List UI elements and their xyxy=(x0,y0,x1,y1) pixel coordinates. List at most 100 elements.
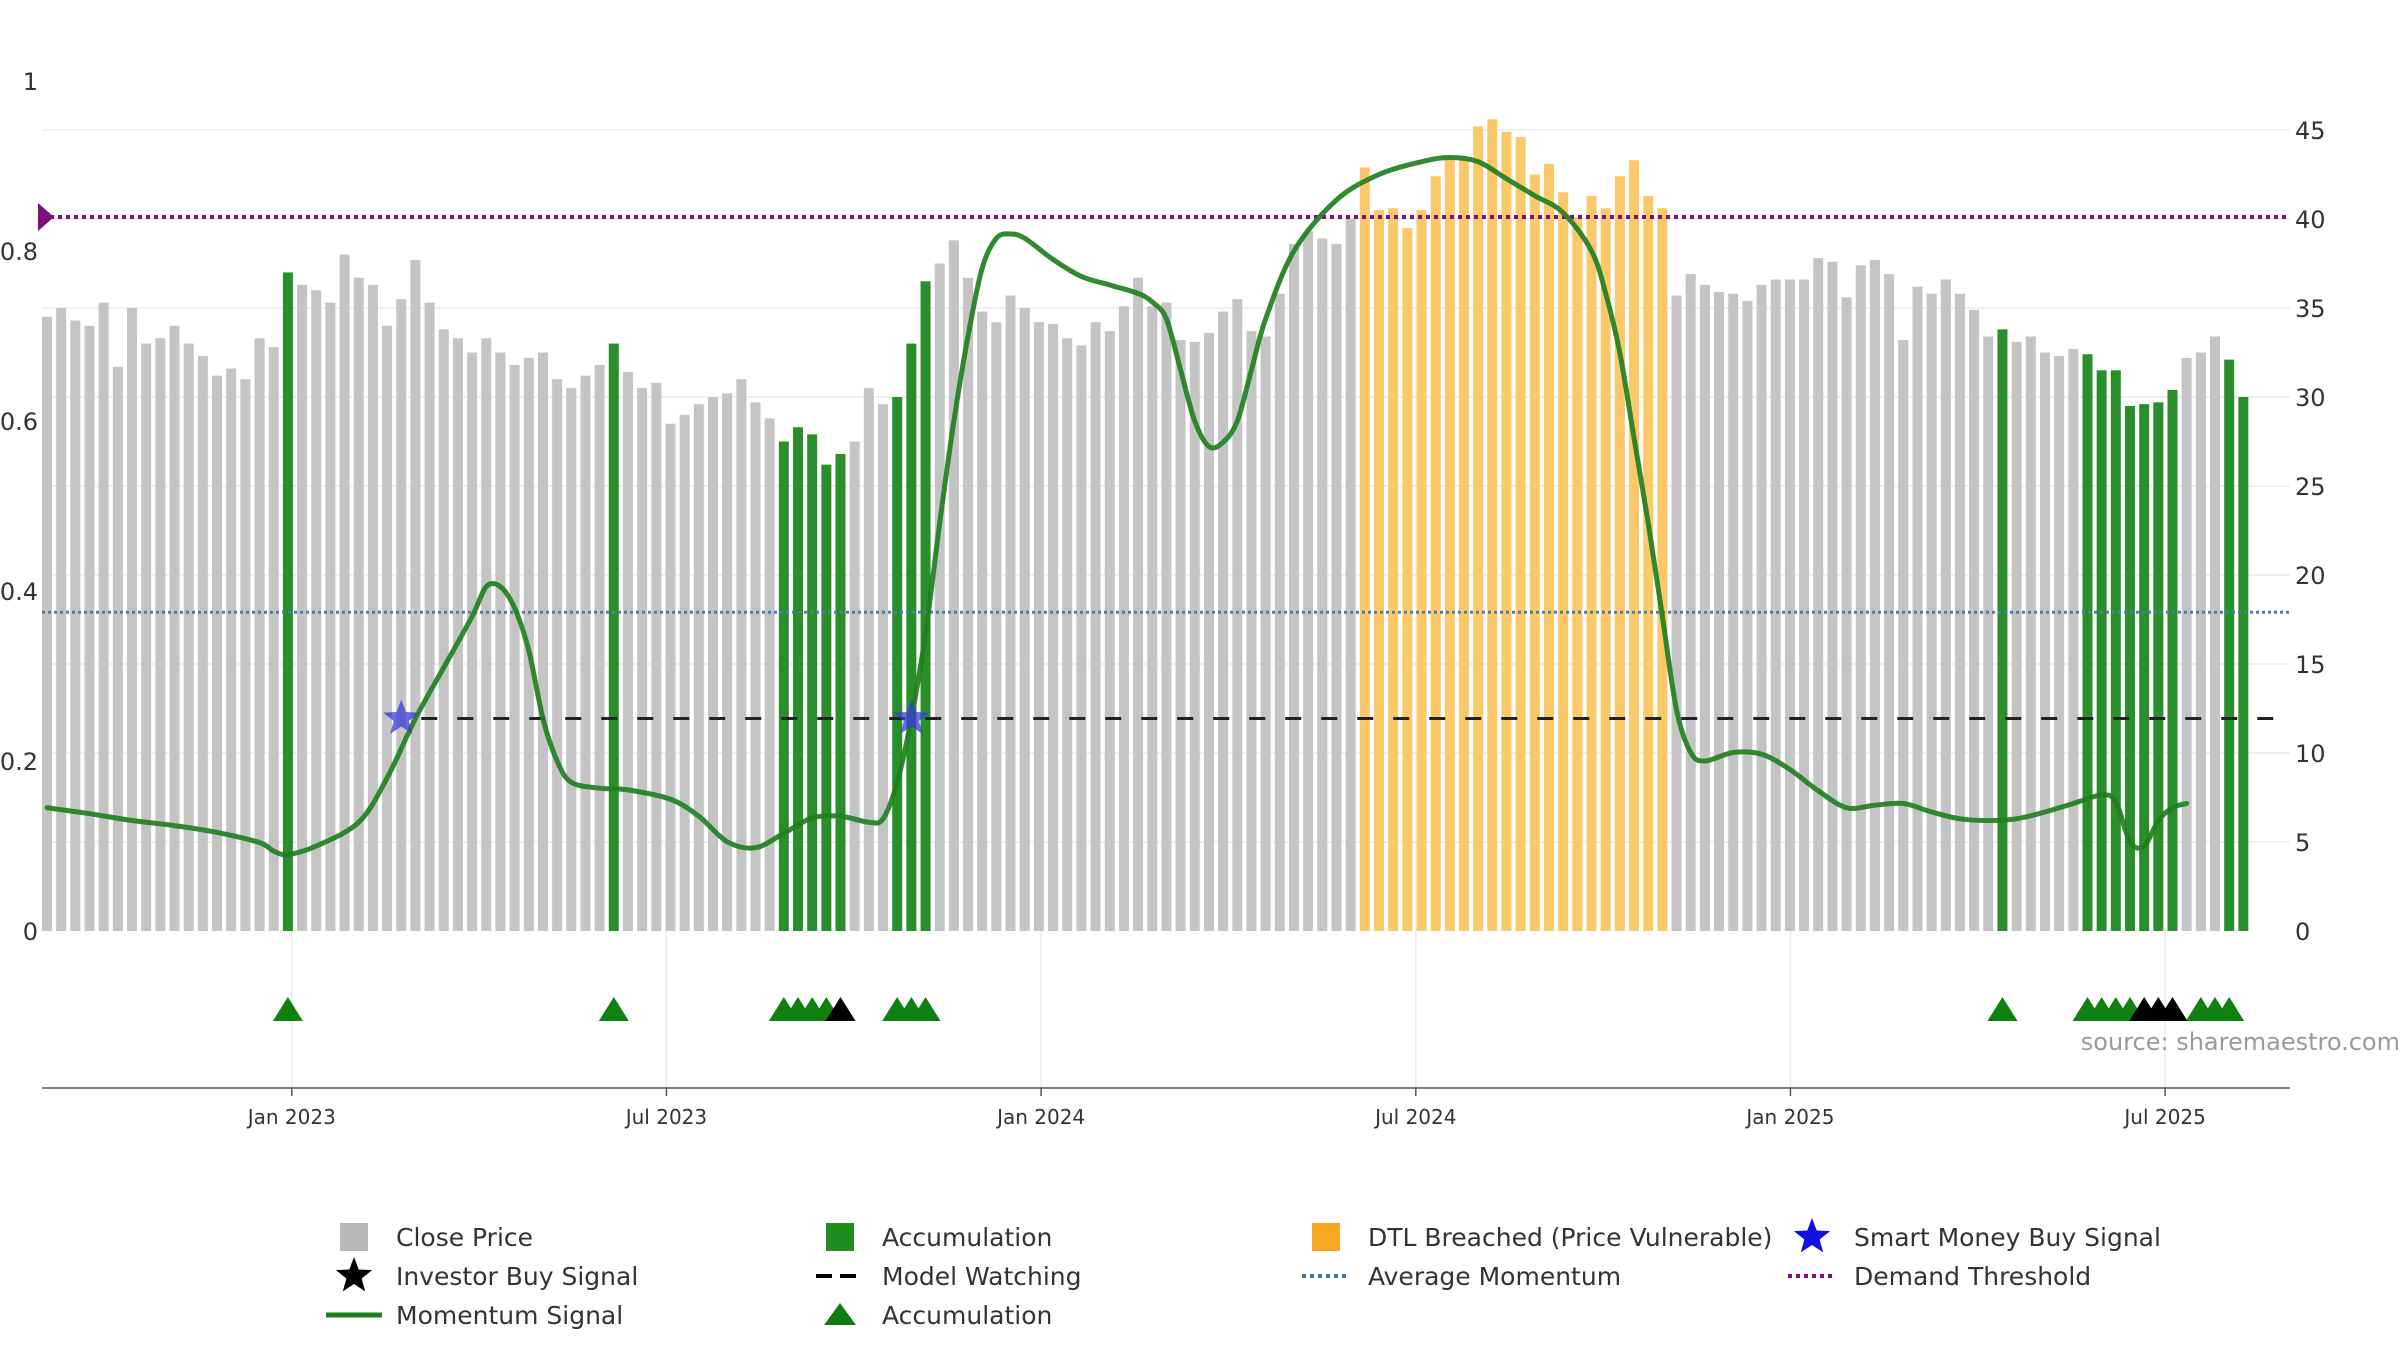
accumulation-bar xyxy=(2167,389,2178,931)
close-price-bar xyxy=(2195,352,2206,931)
left-tick-label: 0.4 xyxy=(0,578,38,606)
accumulation-bar xyxy=(906,343,917,932)
close-price-bar xyxy=(1246,331,1257,931)
close-price-bar xyxy=(183,343,194,932)
dtl-breached-bar xyxy=(1586,195,1597,932)
legend-item: DTL Breached (Price Vulnerable) xyxy=(1312,1223,1772,1252)
dtl-breached-bar xyxy=(1373,210,1384,932)
close-price-bar xyxy=(1869,259,1880,931)
close-price-bar xyxy=(1714,291,1725,932)
close-price-bar xyxy=(1303,231,1314,931)
close-price-bar xyxy=(1912,286,1923,931)
demand-threshold-marker xyxy=(38,203,54,231)
close-price-bar xyxy=(84,325,95,931)
close-price-bar xyxy=(481,338,492,931)
legend-item: Model Watching xyxy=(816,1262,1082,1291)
close-price-bar xyxy=(112,366,123,931)
close-price-bar xyxy=(750,402,761,932)
accumulation-bar xyxy=(793,427,804,931)
right-tick-label: 5 xyxy=(2295,829,2310,857)
left-tick-label: 0.6 xyxy=(0,408,38,436)
dtl-breached-bar xyxy=(1614,176,1625,931)
close-price-bar xyxy=(651,382,662,931)
dtl-breached-bar xyxy=(1388,208,1399,931)
dtl-breached-bar xyxy=(1558,192,1569,932)
close-price-bar xyxy=(1699,284,1710,931)
close-price-bar xyxy=(452,338,463,931)
accumulation-bar xyxy=(2082,354,2093,931)
close-price-bar xyxy=(240,379,251,931)
accumulation-bar xyxy=(2139,404,2150,931)
close-price-bar xyxy=(339,254,350,932)
close-price-bar xyxy=(594,364,605,932)
right-tick-label: 45 xyxy=(2295,117,2326,145)
close-price-bar xyxy=(1954,293,1965,931)
legend-item: Investor Buy Signal xyxy=(335,1257,638,1292)
accumulation-bar xyxy=(835,453,846,931)
close-price-bar xyxy=(1062,338,1073,931)
accumulation-bar xyxy=(2224,359,2235,931)
legend-item: Smart Money Buy Signal xyxy=(1793,1218,2161,1253)
legend-label: Demand Threshold xyxy=(1854,1262,2091,1291)
legend-star-icon xyxy=(335,1257,373,1292)
legend-label: Close Price xyxy=(396,1223,533,1252)
close-price-bar xyxy=(693,404,704,931)
close-price-bar xyxy=(736,379,747,931)
close-price-bar xyxy=(1118,306,1129,932)
legend-square-icon xyxy=(1312,1223,1340,1251)
close-price-bar xyxy=(1033,322,1044,931)
legend-item: Accumulation xyxy=(826,1223,1052,1252)
close-price-bar xyxy=(1827,261,1838,932)
dtl-breached-bar xyxy=(1444,158,1455,932)
close-price-bar xyxy=(1983,336,1994,932)
close-price-bar xyxy=(509,364,520,932)
close-price-bar xyxy=(127,308,138,931)
legend-item: Close Price xyxy=(340,1223,533,1252)
legend-star-icon xyxy=(1793,1218,1831,1253)
accumulation-bar xyxy=(608,343,619,932)
dtl-breached-bar xyxy=(1629,160,1640,931)
legend-label: Average Momentum xyxy=(1368,1262,1621,1291)
accumulation-triangle xyxy=(1987,997,2018,1021)
close-price-bar xyxy=(1218,311,1229,931)
legend-label: DTL Breached (Price Vulnerable) xyxy=(1368,1223,1772,1252)
x-tick-label: Jul 2025 xyxy=(2122,1105,2205,1129)
close-price-bar xyxy=(1345,219,1356,931)
close-price-bar xyxy=(552,379,563,931)
close-price-bar xyxy=(1090,322,1101,931)
x-tick-label: Jan 2025 xyxy=(1744,1105,1834,1129)
legend-label: Accumulation xyxy=(882,1223,1052,1252)
investor-buy-triangle xyxy=(2157,997,2188,1021)
legend-item: Accumulation xyxy=(824,1301,1052,1330)
close-price-bar xyxy=(155,338,166,931)
dtl-breached-bar xyxy=(1572,217,1583,932)
right-tick-label: 0 xyxy=(2295,918,2310,946)
close-price-bar xyxy=(580,375,591,931)
left-tick-label: 1 xyxy=(23,68,38,96)
axes: Jan 2023 Jul 2023 Jan 2024 Jul 2024 Jan 2025… xyxy=(0,68,2326,1129)
legend-square-icon xyxy=(340,1223,368,1251)
close-price-bar xyxy=(2025,336,2036,932)
close-price-bar xyxy=(1898,340,1909,931)
right-tick-label: 35 xyxy=(2295,295,2326,323)
close-price-bar xyxy=(948,240,959,932)
close-price-bar xyxy=(1189,341,1200,931)
accumulation-bar xyxy=(2110,370,2121,931)
legend-item: Momentum Signal xyxy=(326,1301,623,1330)
legend-label: Smart Money Buy Signal xyxy=(1854,1223,2161,1252)
close-price-bar xyxy=(637,388,648,932)
close-price-bar xyxy=(396,299,407,932)
close-price-bar xyxy=(98,302,109,931)
right-tick-label: 10 xyxy=(2295,740,2326,768)
left-tick-label: 0 xyxy=(23,918,38,946)
close-price-bar xyxy=(1076,345,1087,931)
x-tick-label: Jan 2024 xyxy=(995,1105,1085,1129)
close-price-bar xyxy=(1331,243,1342,932)
close-price-bar xyxy=(197,356,208,931)
close-price-bar xyxy=(1260,336,1271,932)
legend-label: Investor Buy Signal xyxy=(396,1262,638,1291)
close-price-bar xyxy=(665,423,676,931)
close-price-bar xyxy=(467,352,478,931)
right-tick-label: 25 xyxy=(2295,473,2326,501)
legend-label: Model Watching xyxy=(882,1262,1082,1291)
